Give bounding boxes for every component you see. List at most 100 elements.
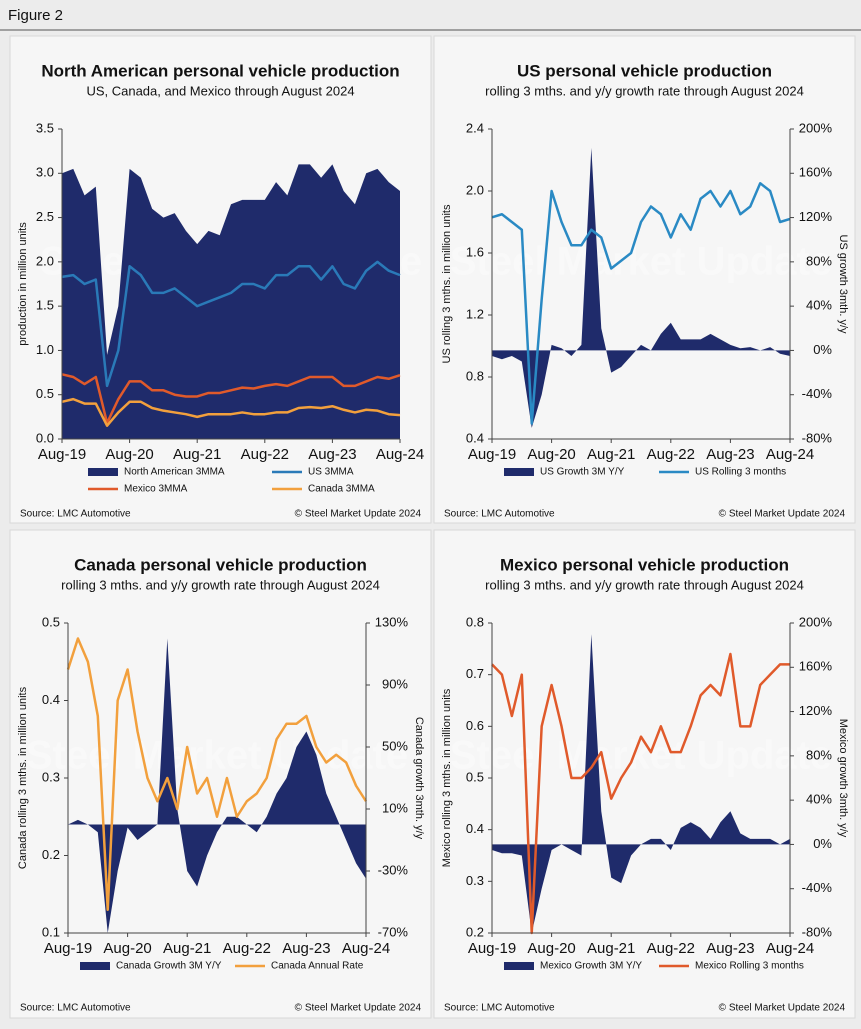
y-tick-label: 3.5 bbox=[36, 120, 54, 135]
x-tick-label: Aug-19 bbox=[38, 446, 86, 463]
y2-tick-label: 160% bbox=[799, 659, 833, 674]
legend-label: Canada Growth 3M Y/Y bbox=[116, 961, 222, 972]
chart-subtitle: rolling 3 mths. and y/y growth rate thro… bbox=[485, 83, 804, 98]
area-series bbox=[68, 638, 366, 933]
chart-title: North American personal vehicle producti… bbox=[41, 61, 399, 80]
figure-label: Figure 2 bbox=[8, 7, 63, 24]
y-tick-label: 0.5 bbox=[42, 614, 60, 629]
y-tick-label: 0.2 bbox=[466, 924, 484, 939]
legend-label: Canada Annual Rate bbox=[271, 961, 364, 972]
y-tick-label: 2.4 bbox=[466, 120, 484, 135]
y-tick-label: 2.0 bbox=[36, 253, 54, 268]
chart-panel: Canada personal vehicle production rollin… bbox=[9, 529, 432, 1019]
y-tick-label: 0.2 bbox=[42, 847, 60, 862]
legend-swatch bbox=[88, 468, 118, 476]
y2-tick-label: 80% bbox=[806, 747, 832, 762]
credit-note: © Steel Market Update 2024 bbox=[295, 509, 422, 520]
line-series bbox=[61, 260, 401, 388]
x-tick-label: Aug-24 bbox=[766, 940, 814, 957]
credit-note: © Steel Market Update 2024 bbox=[719, 1003, 846, 1014]
y2-tick-label: 120% bbox=[799, 703, 833, 718]
source-note: Source: LMC Automotive bbox=[444, 509, 555, 520]
watermark: Steel Market Update bbox=[450, 734, 832, 778]
chart-title: Canada personal vehicle production bbox=[74, 555, 367, 574]
chart-panel: North American personal vehicle producti… bbox=[9, 35, 432, 524]
legend-label: Mexico Rolling 3 months bbox=[695, 961, 804, 972]
chart-panel: Mexico personal vehicle production rollin… bbox=[433, 529, 856, 1019]
y-tick-label: 0.4 bbox=[466, 821, 484, 836]
x-tick-label: Aug-20 bbox=[105, 446, 153, 463]
panel-background bbox=[433, 529, 856, 1019]
chart-title: Mexico personal vehicle production bbox=[500, 555, 789, 574]
x-tick-label: Aug-23 bbox=[706, 446, 754, 463]
watermark: Steel Market Update bbox=[26, 734, 408, 778]
chart-subtitle: rolling 3 mths. and y/y growth rate thro… bbox=[485, 577, 804, 592]
x-tick-label: Aug-22 bbox=[241, 446, 289, 463]
y2-tick-label: 50% bbox=[382, 738, 408, 753]
y2-tick-label: -80% bbox=[802, 430, 833, 445]
y2-tick-label: 0% bbox=[813, 836, 832, 851]
y2-tick-label: 160% bbox=[799, 165, 833, 180]
y-tick-label: 0.5 bbox=[466, 769, 484, 784]
y-tick-label: 0.1 bbox=[42, 924, 60, 939]
y-tick-label: 0.8 bbox=[466, 614, 484, 629]
watermark: Steel Market Update bbox=[450, 240, 832, 284]
legend-label: North American 3MMA bbox=[124, 467, 225, 478]
x-tick-label: Aug-19 bbox=[468, 940, 516, 957]
panel-background bbox=[433, 35, 856, 524]
y2-tick-label: 130% bbox=[375, 614, 409, 629]
y2-tick-label: 80% bbox=[806, 253, 832, 268]
y2-tick-label: 40% bbox=[806, 298, 832, 313]
x-tick-label: Aug-20 bbox=[527, 940, 575, 957]
x-tick-label: Aug-22 bbox=[647, 940, 695, 957]
y2-tick-label: 0% bbox=[813, 342, 832, 357]
credit-note: © Steel Market Update 2024 bbox=[295, 1003, 422, 1014]
legend-label: Mexico Growth 3M Y/Y bbox=[540, 961, 642, 972]
legend-label: US Rolling 3 months bbox=[695, 467, 786, 478]
panel-background bbox=[9, 529, 432, 1019]
x-tick-label: Aug-23 bbox=[308, 446, 356, 463]
line-series bbox=[61, 397, 401, 427]
x-tick-label: Aug-19 bbox=[44, 940, 92, 957]
legend-swatch bbox=[80, 962, 110, 970]
y-axis-title: production in million units bbox=[17, 222, 29, 346]
y-tick-label: 1.2 bbox=[466, 306, 484, 321]
line-series bbox=[491, 652, 790, 935]
y-tick-label: 0.6 bbox=[466, 718, 484, 733]
legend-label: US 3MMA bbox=[308, 467, 354, 478]
source-note: Source: LMC Automotive bbox=[20, 1003, 131, 1014]
source-note: Source: LMC Automotive bbox=[444, 1003, 555, 1014]
y2-tick-label: -30% bbox=[378, 862, 409, 877]
y2-tick-label: 90% bbox=[382, 676, 408, 691]
y2-axis-title: Canada growth 3mth. y/y bbox=[413, 717, 425, 840]
y-tick-label: 1.6 bbox=[466, 244, 484, 259]
x-tick-label: Aug-24 bbox=[342, 940, 390, 957]
line-series bbox=[66, 637, 368, 911]
x-tick-label: Aug-19 bbox=[468, 446, 516, 463]
x-tick-label: Aug-24 bbox=[376, 446, 424, 463]
credit-note: © Steel Market Update 2024 bbox=[719, 509, 846, 520]
chart-panel: US personal vehicle production rolling 3 … bbox=[433, 35, 856, 524]
y-tick-label: 0.7 bbox=[466, 666, 484, 681]
y-tick-label: 0.3 bbox=[42, 769, 60, 784]
y2-tick-label: -70% bbox=[378, 924, 409, 939]
legend-label: Mexico 3MMA bbox=[124, 484, 188, 495]
x-tick-label: Aug-24 bbox=[766, 446, 814, 463]
y2-tick-label: 10% bbox=[382, 800, 408, 815]
y-tick-label: 1.0 bbox=[36, 342, 54, 357]
y-tick-label: 0.8 bbox=[466, 368, 484, 383]
y-axis-title: US rolling 3 mths. in million units bbox=[441, 204, 453, 363]
y2-tick-label: -80% bbox=[802, 924, 833, 939]
x-tick-label: Aug-20 bbox=[527, 446, 575, 463]
x-tick-label: Aug-21 bbox=[587, 940, 635, 957]
y-tick-label: 0.4 bbox=[466, 430, 484, 445]
x-tick-label: Aug-21 bbox=[173, 446, 221, 463]
line-series bbox=[491, 182, 791, 425]
legend-label: Canada 3MMA bbox=[308, 484, 375, 495]
legend-swatch bbox=[504, 468, 534, 476]
y-tick-label: 0.4 bbox=[42, 692, 60, 707]
y-axis-title: Mexico rolling 3 mths. in million units bbox=[441, 688, 453, 867]
legend-swatch bbox=[504, 962, 534, 970]
x-tick-label: Aug-21 bbox=[587, 446, 635, 463]
